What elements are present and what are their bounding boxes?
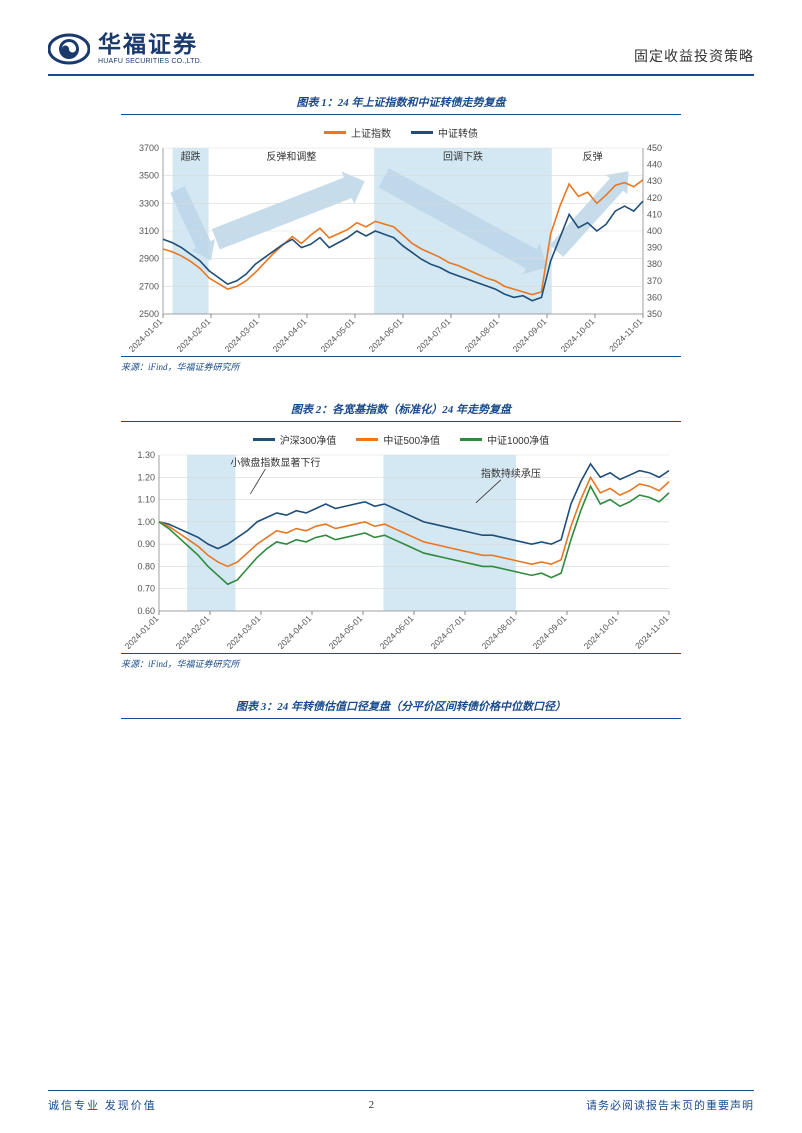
figure-2: 图表 2：各宽基指数（标准化）24 年走势复盘 沪深300净值 中证500净值 … (121, 401, 681, 670)
svg-text:360: 360 (647, 292, 662, 302)
svg-text:2024-11-01: 2024-11-01 (633, 613, 671, 649)
svg-text:2024-08-01: 2024-08-01 (463, 316, 501, 352)
svg-text:3500: 3500 (139, 171, 159, 181)
chart-2-legend: 沪深300净值 中证500净值 中证1000净值 (121, 428, 681, 449)
figure-3: 图表 3：24 年转债估值口径复盘（分平价区间转债价格中位数口径） (121, 698, 681, 719)
svg-text:3700: 3700 (139, 143, 159, 153)
logo-text: 华福证券 HUAFU SECURITIES CO.,LTD. (98, 33, 202, 65)
footer-left: 诚信专业 发现价值 (48, 1097, 157, 1113)
figure-2-title: 图表 2：各宽基指数（标准化）24 年走势复盘 (121, 401, 681, 422)
svg-text:2024-09-01: 2024-09-01 (531, 613, 569, 649)
figure-1: 图表 1：24 年上证指数和中证转债走势复盘 上证指数 中证转债 2500270… (121, 94, 681, 373)
page-root: 华福证券 HUAFU SECURITIES CO.,LTD. 固定收益投资策略 … (0, 0, 802, 1133)
svg-text:2024-06-01: 2024-06-01 (367, 316, 405, 352)
figure-1-title: 图表 1：24 年上证指数和中证转债走势复盘 (121, 94, 681, 115)
svg-text:430: 430 (647, 176, 662, 186)
svg-text:450: 450 (647, 143, 662, 153)
svg-text:2024-03-01: 2024-03-01 (223, 316, 261, 352)
svg-text:2024-09-01: 2024-09-01 (511, 316, 549, 352)
header: 华福证券 HUAFU SECURITIES CO.,LTD. 固定收益投资策略 (48, 28, 754, 76)
svg-text:1.30: 1.30 (137, 450, 155, 460)
svg-text:1.00: 1.00 (137, 517, 155, 527)
svg-text:390: 390 (647, 243, 662, 253)
svg-text:2024-11-01: 2024-11-01 (607, 316, 645, 352)
svg-text:反弹: 反弹 (583, 150, 603, 163)
legend-item: 上证指数 (324, 125, 391, 140)
svg-text:小微盘指数显著下行: 小微盘指数显著下行 (230, 456, 320, 469)
legend-item: 中证1000净值 (460, 432, 549, 447)
svg-text:410: 410 (647, 209, 662, 219)
svg-text:350: 350 (647, 309, 662, 319)
svg-text:2024-02-01: 2024-02-01 (175, 316, 213, 352)
svg-text:2024-10-01: 2024-10-01 (559, 316, 597, 352)
footer-right: 请务必阅读报告末页的重要声明 (586, 1097, 754, 1113)
legend-item: 沪深300净值 (253, 432, 337, 447)
svg-text:2024-07-01: 2024-07-01 (429, 613, 467, 649)
page-footer: 诚信专业 发现价值 2 请务必阅读报告末页的重要声明 (48, 1090, 754, 1113)
svg-text:回调下跌: 回调下跌 (443, 150, 483, 163)
doc-type: 固定收益投资策略 (634, 46, 754, 70)
chart-1-legend: 上证指数 中证转债 (121, 121, 681, 142)
legend-label: 中证1000净值 (487, 432, 549, 447)
legend-label: 沪深300净值 (280, 432, 337, 447)
svg-text:指数持续承压: 指数持续承压 (481, 467, 541, 480)
svg-text:0.90: 0.90 (137, 539, 155, 549)
logo-cn: 华福证券 (98, 33, 202, 56)
legend-item: 中证转债 (411, 125, 478, 140)
logo-icon (48, 28, 90, 70)
chart-2-box: 沪深300净值 中证500净值 中证1000净值 0.600.700.800.9… (121, 428, 681, 649)
legend-label: 中证转债 (438, 125, 478, 140)
svg-text:2024-08-01: 2024-08-01 (480, 613, 518, 649)
svg-text:2024-01-01: 2024-01-01 (123, 613, 161, 649)
svg-text:3100: 3100 (139, 226, 159, 236)
svg-text:2024-06-01: 2024-06-01 (378, 613, 416, 649)
chart-1-box: 上证指数 中证转债 250027002900310033003500370035… (121, 121, 681, 352)
svg-text:2024-01-01: 2024-01-01 (127, 316, 165, 352)
chart-1-svg: 2500270029003100330035003700350360370380… (121, 142, 681, 352)
figure-2-source: 来源：iFind，华福证券研究所 (121, 653, 681, 670)
svg-text:0.70: 0.70 (137, 584, 155, 594)
figure-1-source: 来源：iFind，华福证券研究所 (121, 356, 681, 373)
legend-item: 中证500净值 (356, 432, 440, 447)
legend-label: 上证指数 (351, 125, 391, 140)
svg-text:2024-02-01: 2024-02-01 (174, 613, 212, 649)
chart-2-svg: 0.600.700.800.901.001.101.201.302024-01-… (121, 449, 681, 649)
svg-text:2900: 2900 (139, 254, 159, 264)
legend-label: 中证500净值 (383, 432, 440, 447)
svg-text:2024-04-01: 2024-04-01 (276, 613, 314, 649)
figure-3-title: 图表 3：24 年转债估值口径复盘（分平价区间转债价格中位数口径） (121, 698, 681, 719)
svg-text:2024-05-01: 2024-05-01 (327, 613, 365, 649)
svg-text:2024-04-01: 2024-04-01 (271, 316, 309, 352)
logo-en: HUAFU SECURITIES CO.,LTD. (98, 58, 202, 65)
svg-text:1.10: 1.10 (137, 495, 155, 505)
svg-text:2024-10-01: 2024-10-01 (582, 613, 620, 649)
footer-page-number: 2 (369, 1099, 375, 1111)
svg-text:370: 370 (647, 276, 662, 286)
logo-block: 华福证券 HUAFU SECURITIES CO.,LTD. (48, 28, 202, 70)
svg-text:2024-05-01: 2024-05-01 (319, 316, 357, 352)
svg-text:2024-07-01: 2024-07-01 (415, 316, 453, 352)
svg-text:0.80: 0.80 (137, 561, 155, 571)
svg-text:3300: 3300 (139, 198, 159, 208)
svg-text:反弹和调整: 反弹和调整 (266, 150, 316, 163)
svg-text:420: 420 (647, 193, 662, 203)
svg-text:400: 400 (647, 226, 662, 236)
svg-text:2024-03-01: 2024-03-01 (225, 613, 263, 649)
svg-text:1.20: 1.20 (137, 472, 155, 482)
svg-text:440: 440 (647, 160, 662, 170)
svg-text:380: 380 (647, 259, 662, 269)
svg-text:2700: 2700 (139, 281, 159, 291)
svg-text:超跌: 超跌 (181, 150, 201, 163)
